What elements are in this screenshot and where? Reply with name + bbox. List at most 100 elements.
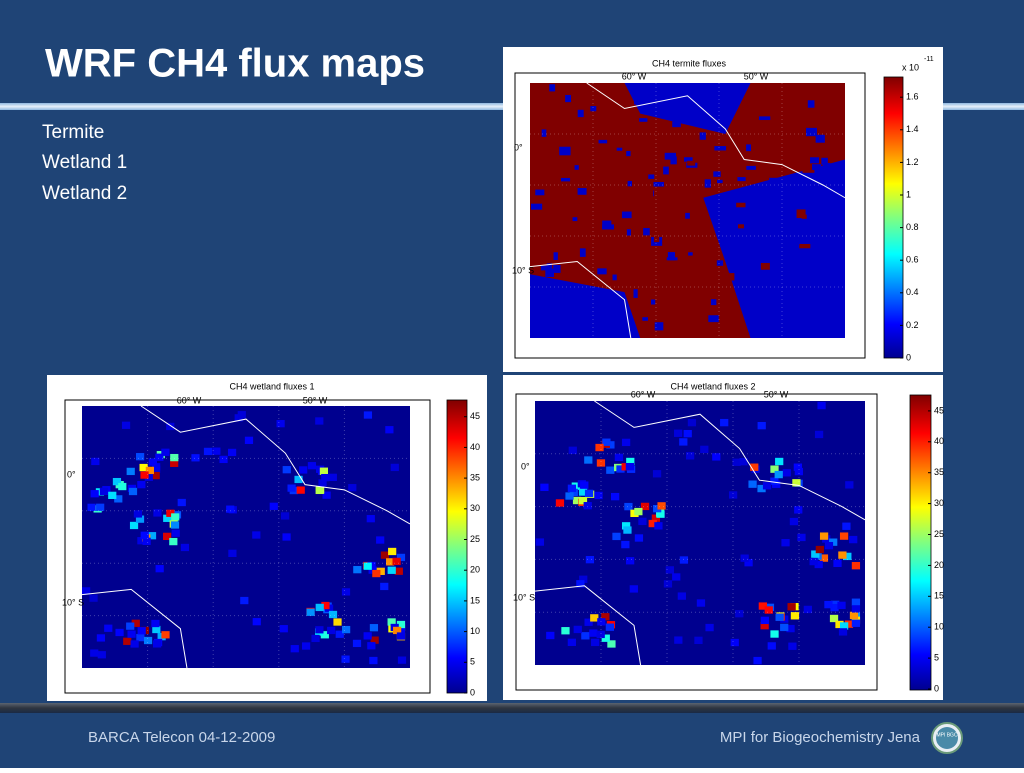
map-cell <box>612 274 617 281</box>
map-cell <box>618 111 626 120</box>
colorbar-tick-label: 0.8 <box>906 222 919 232</box>
map-frame <box>514 72 866 359</box>
map-cell <box>584 456 593 464</box>
map-cell <box>629 130 636 139</box>
border <box>529 260 632 339</box>
map-cell <box>842 522 851 530</box>
map-cell <box>788 642 797 650</box>
map-cell <box>578 496 588 505</box>
colorbar-tick-label: 0 <box>934 683 939 693</box>
map-cell <box>837 601 846 610</box>
map-cell <box>372 569 381 578</box>
map-cell <box>596 630 605 639</box>
map-cell <box>161 631 170 639</box>
map-cell <box>595 443 604 452</box>
map-cell <box>653 181 664 187</box>
map-cell <box>553 252 558 260</box>
map-cell <box>315 626 324 634</box>
map-cell <box>169 537 178 546</box>
map-cell <box>694 636 703 644</box>
colorbar-tick-label: 35 <box>470 472 480 482</box>
map-cell <box>740 229 747 239</box>
map-cell <box>581 632 590 640</box>
map-cell <box>302 642 311 650</box>
map-cell <box>616 465 625 473</box>
map-cell <box>170 521 180 529</box>
map-cell <box>621 463 630 471</box>
map-cell <box>394 567 403 575</box>
map-cell <box>851 598 861 606</box>
colorbar-tick-label: 5 <box>934 652 939 662</box>
map-cell <box>663 580 673 588</box>
map-cell <box>546 263 553 272</box>
map-cell <box>789 517 799 526</box>
map-cell <box>591 638 600 647</box>
map-cell <box>112 477 122 486</box>
coastline <box>586 82 846 199</box>
map-cell <box>838 628 848 636</box>
map-cell <box>612 532 621 541</box>
colorbar-tick-label: 30 <box>934 498 944 508</box>
map-cell <box>683 429 692 438</box>
map-cell <box>594 491 603 500</box>
lon-label: 50° W <box>744 71 769 81</box>
map-cell <box>369 624 379 632</box>
map-cell <box>815 545 824 554</box>
map-cell <box>829 538 838 546</box>
map-cell <box>136 633 145 642</box>
slide-title: WRF CH4 flux maps <box>45 42 425 86</box>
bullet: Termite <box>42 122 104 143</box>
map-cell <box>203 447 213 456</box>
map-cell <box>775 457 784 466</box>
map-cell <box>315 417 324 425</box>
map-cell <box>252 618 261 626</box>
map-cell <box>819 554 829 562</box>
map-cell <box>549 84 556 92</box>
map-cell <box>711 216 717 221</box>
map-cell <box>801 310 813 319</box>
map-cell <box>126 622 135 630</box>
map-cell <box>133 510 143 518</box>
map-cell <box>818 238 824 245</box>
map-cell <box>839 532 849 540</box>
map-cell <box>829 614 839 623</box>
map-cell <box>137 627 146 635</box>
map-cell <box>328 473 337 481</box>
map-cell <box>104 624 113 632</box>
map-cell <box>129 521 139 530</box>
map-cell <box>803 605 812 614</box>
map-cell <box>535 189 545 196</box>
map-cell <box>252 531 261 539</box>
map-cell <box>814 560 823 569</box>
map-cell <box>743 234 753 239</box>
map-cell <box>137 480 146 489</box>
map-cell <box>809 323 815 331</box>
map-cell <box>814 219 820 227</box>
map-cell <box>638 517 647 526</box>
map-cell <box>315 603 324 612</box>
map-cell <box>577 109 584 118</box>
map-cell <box>97 651 106 659</box>
map-cell <box>851 619 861 627</box>
map-cell <box>563 323 575 327</box>
map-cell <box>290 645 299 653</box>
map-cell <box>802 164 815 173</box>
map-cell <box>667 252 676 261</box>
map-cell <box>335 630 344 638</box>
map-cell <box>602 224 614 230</box>
map-cell <box>282 533 291 541</box>
map-cell <box>621 522 631 530</box>
map-cell <box>114 495 123 503</box>
map-cell <box>824 182 832 189</box>
map-cell <box>792 479 801 487</box>
map-cell <box>750 463 759 471</box>
map-title: CH4 termite fluxes <box>652 58 727 68</box>
map-cell <box>166 509 175 517</box>
map-cell <box>363 411 373 419</box>
map-cell <box>674 636 683 644</box>
map-cell <box>123 637 132 645</box>
map-cell <box>796 209 806 219</box>
map-cell <box>607 640 616 648</box>
map-cell <box>307 462 317 470</box>
